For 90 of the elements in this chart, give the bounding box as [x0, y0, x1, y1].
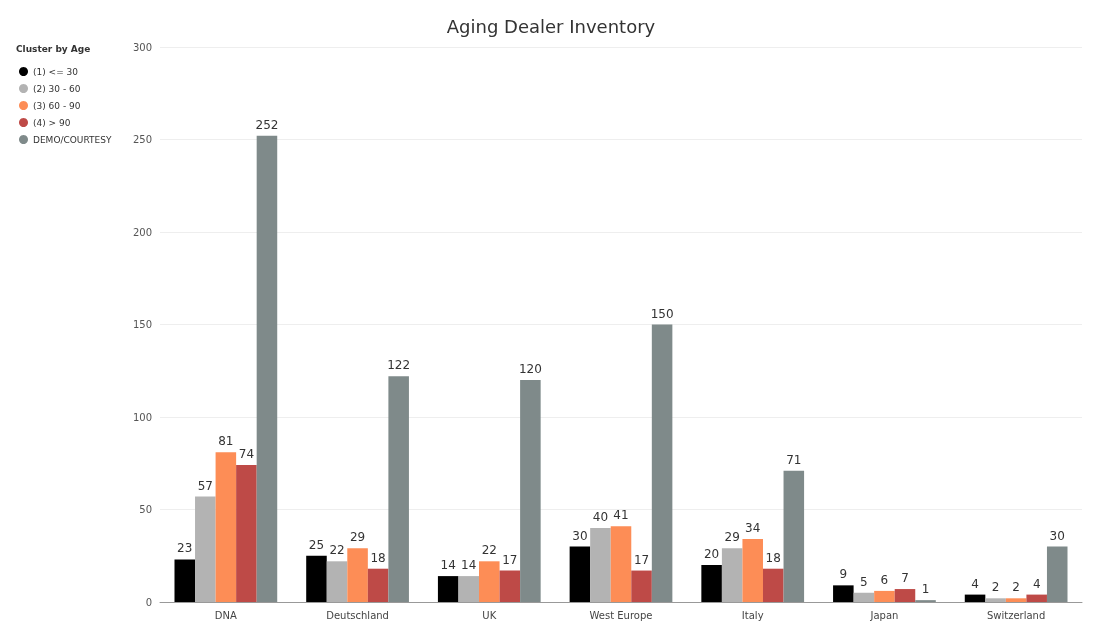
data-label: 4	[1032, 576, 1041, 591]
data-label: 1	[921, 582, 930, 597]
x-tick-label: Switzerland	[986, 609, 1046, 621]
legend-label: (4) > 90	[33, 117, 71, 128]
x-tick-label: DNA	[214, 609, 238, 621]
y-tick-label: 250	[132, 134, 152, 145]
data-label: 17	[502, 552, 518, 567]
bar	[347, 548, 368, 602]
data-label: 29	[349, 530, 366, 545]
bar	[367, 568, 389, 602]
bar	[569, 546, 591, 602]
y-tick-label: 150	[132, 319, 152, 330]
legend-label: (1) <= 30	[33, 66, 79, 77]
bar	[1026, 594, 1047, 602]
bar	[499, 570, 521, 602]
bar	[437, 576, 459, 602]
data-label: 18	[370, 550, 386, 565]
x-tick-label: West Europe	[589, 609, 653, 621]
data-label: 4	[971, 576, 979, 591]
bar	[306, 555, 327, 602]
bar	[1005, 598, 1027, 602]
y-tick-label: 200	[132, 226, 152, 238]
data-label: 17	[633, 552, 650, 567]
bar	[479, 561, 500, 602]
data-label: 120	[518, 362, 542, 376]
legend-label: (2) 30 - 60	[33, 83, 81, 94]
bar	[783, 470, 805, 602]
bar	[833, 585, 854, 602]
bar	[590, 528, 611, 602]
data-label: 14	[440, 558, 456, 573]
legend-title: Cluster by Age	[16, 43, 91, 54]
legend-label: (3) 60 - 90	[33, 100, 81, 111]
data-label: 30	[572, 528, 588, 543]
data-label: 22	[481, 543, 497, 558]
x-tick-label: Italy	[741, 609, 764, 621]
bar	[701, 565, 722, 602]
data-label: 14	[461, 558, 477, 573]
data-label: 74	[238, 447, 255, 462]
data-label: 40	[592, 510, 609, 524]
bar	[174, 559, 196, 602]
bar	[610, 526, 632, 602]
data-label: 22	[329, 543, 345, 558]
data-label: 57	[197, 478, 213, 493]
data-label: 6	[880, 572, 889, 587]
y-tick-label: 100	[132, 411, 152, 423]
x-tick-label: UK	[482, 609, 497, 621]
data-label: 7	[901, 571, 909, 586]
data-label: 5	[860, 574, 868, 589]
data-label: 9	[839, 567, 848, 582]
bar	[236, 465, 257, 602]
bar	[195, 496, 216, 602]
bar	[742, 539, 763, 602]
bar	[853, 592, 875, 602]
bar	[762, 568, 784, 602]
bar	[721, 548, 743, 602]
bar	[874, 590, 895, 602]
y-tick-label: 50	[139, 504, 152, 515]
chart-title: Aging Dealer Inventory	[446, 15, 656, 37]
y-tick-label: 300	[132, 41, 152, 53]
data-label: 20	[703, 547, 720, 561]
data-label: 252	[255, 117, 279, 132]
y-tick-label: 0	[145, 596, 152, 608]
bar	[1046, 546, 1068, 602]
bar	[631, 570, 652, 602]
data-label: 29	[724, 530, 740, 545]
data-label: 25	[308, 537, 325, 552]
x-tick-label: Japan	[869, 609, 899, 621]
data-label: 41	[613, 508, 629, 523]
data-label: 71	[786, 452, 802, 467]
bar	[651, 324, 673, 602]
data-label: 18	[765, 550, 781, 565]
bar	[256, 135, 278, 602]
bar	[326, 561, 348, 602]
bar	[985, 598, 1006, 602]
data-label: 2	[1012, 580, 1020, 595]
data-label: 2	[991, 580, 1000, 595]
data-label: 30	[1049, 528, 1065, 543]
legend-label: DEMO/COURTESY	[33, 134, 112, 145]
data-label: 23	[177, 541, 193, 556]
bar	[215, 452, 237, 602]
data-label: 122	[387, 358, 411, 373]
bar	[520, 380, 541, 602]
data-label: 81	[218, 434, 234, 449]
x-tick-label: Deutschland	[326, 609, 389, 621]
bar	[458, 576, 480, 602]
bar	[964, 594, 986, 602]
bar	[388, 376, 409, 602]
data-label: 150	[650, 306, 674, 321]
data-label: 34	[745, 521, 761, 536]
bar	[894, 589, 916, 602]
